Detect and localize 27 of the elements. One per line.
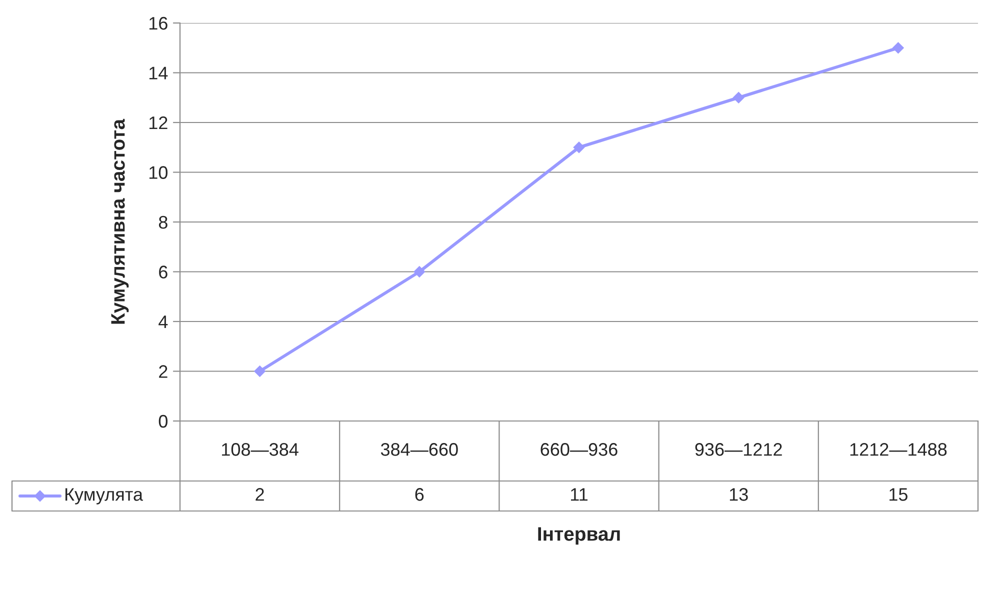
data-label: 15 bbox=[890, 488, 908, 501]
point bbox=[573, 142, 585, 153]
data-label: 11 bbox=[571, 488, 588, 501]
point bbox=[732, 92, 744, 104]
y-tick-label: 12 bbox=[149, 116, 168, 130]
x-tick-label: 108—384 bbox=[222, 443, 298, 456]
x-tick-label: 1212—1488 bbox=[850, 443, 947, 456]
y-tick-label: 4 bbox=[158, 316, 168, 328]
legend-label: Кумулята bbox=[65, 488, 143, 504]
data-label: 13 bbox=[730, 488, 748, 501]
x-tick-label: 384—660 bbox=[380, 443, 458, 456]
data-label: 6 bbox=[415, 488, 424, 501]
point bbox=[414, 266, 426, 278]
point bbox=[892, 42, 904, 54]
y-tick-label: 6 bbox=[159, 266, 168, 278]
x-axis-title: Інтервал bbox=[538, 527, 620, 545]
y-axis-title: Кумулятивна частота bbox=[111, 118, 129, 324]
x-tick-label: 660—936 bbox=[540, 443, 618, 456]
point bbox=[254, 366, 266, 377]
y-tick-label: 10 bbox=[149, 166, 168, 179]
data-label: 2 bbox=[256, 488, 264, 501]
y-tick-label: 16 bbox=[149, 16, 168, 30]
y-tick-label: 8 bbox=[158, 216, 168, 229]
y-tick-label: 0 bbox=[158, 414, 168, 428]
y-tick-label: 14 bbox=[149, 66, 168, 80]
x-tick-label: 936—1212 bbox=[695, 443, 782, 456]
y-tick-label: 2 bbox=[159, 365, 168, 378]
